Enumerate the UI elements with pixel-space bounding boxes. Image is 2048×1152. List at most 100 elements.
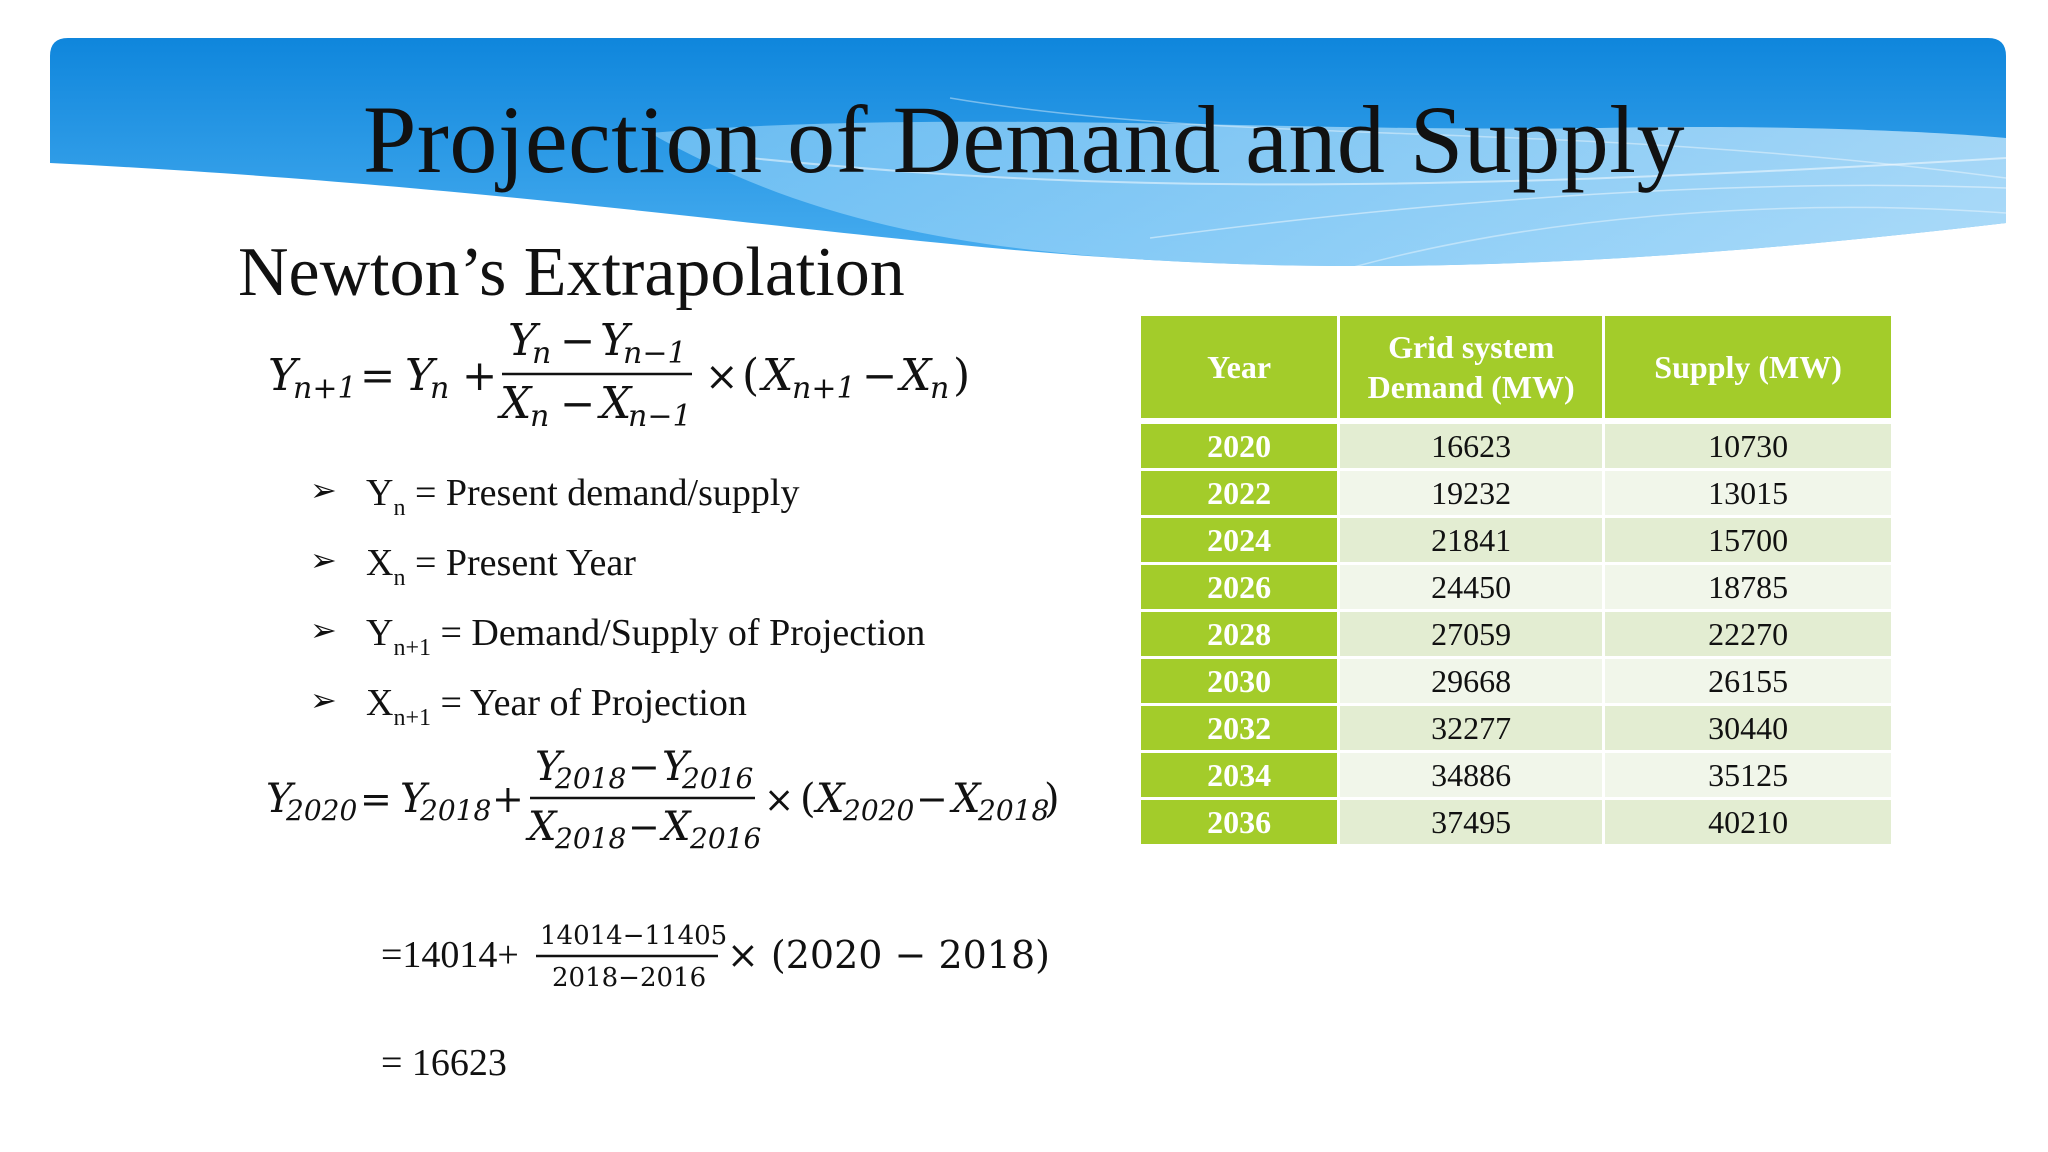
year-cell: 2034	[1137, 750, 1341, 800]
year-cell: 2020	[1137, 419, 1341, 471]
svg-text:−: −	[916, 777, 948, 821]
table-row: 2026 24450 18785	[1137, 562, 1894, 612]
svg-text:X: X	[897, 350, 933, 401]
supply-cell: 15700	[1602, 515, 1894, 565]
svg-text:(: (	[742, 350, 759, 401]
supply-cell: 13015	[1602, 468, 1894, 518]
arrow-bullet-icon: ➢	[310, 681, 337, 719]
slide-subtitle: Newton’s Extrapolation	[238, 234, 905, 311]
svg-text:n+1: n+1	[792, 371, 856, 406]
svg-text:2018: 2018	[554, 822, 626, 855]
svg-text:2018: 2018	[419, 794, 491, 827]
svg-text:n: n	[530, 399, 549, 434]
demand-cell: 34886	[1337, 750, 1606, 800]
svg-text:n+1: n+1	[293, 371, 357, 406]
demand-cell: 16623	[1337, 419, 1606, 471]
demand-cell: 19232	[1337, 468, 1606, 518]
header-supply: Supply (MW)	[1602, 313, 1894, 424]
svg-text:=: =	[360, 351, 395, 400]
calc-prefix: =14014+	[381, 934, 519, 976]
svg-text:): )	[953, 350, 970, 401]
svg-text:2016: 2016	[681, 762, 753, 795]
svg-text:2016: 2016	[689, 822, 761, 855]
svg-text:n: n	[930, 371, 949, 406]
svg-text:Y: Y	[535, 744, 565, 790]
svg-text:×: ×	[705, 354, 739, 400]
general-formula: Y n+1 = Y n + Y n − Y n−1 X n − X n−1 × …	[268, 315, 970, 434]
svg-text:Y: Y	[400, 776, 430, 822]
table-row: 2022 19232 13015	[1137, 468, 1894, 518]
projection-table: Year Grid system Demand (MW) Supply (MW)…	[1137, 313, 1894, 847]
svg-text:n: n	[532, 336, 551, 371]
table-row: 2030 29668 26155	[1137, 656, 1894, 706]
svg-text:X: X	[497, 378, 533, 429]
svg-text:14014−11405: 14014−11405	[540, 921, 727, 951]
svg-text:2018: 2018	[554, 762, 626, 795]
calc-suffix: × (2020 − 2018)	[727, 933, 1050, 977]
year-cell: 2032	[1137, 703, 1341, 753]
supply-cell: 18785	[1602, 562, 1894, 612]
svg-text:Y: Y	[662, 744, 692, 790]
year-cell: 2028	[1137, 609, 1341, 659]
svg-text:=: =	[360, 777, 392, 821]
demand-cell: 37495	[1337, 797, 1606, 847]
slide-title: Projection of Demand and Supply	[363, 86, 1685, 193]
svg-text:Y: Y	[600, 315, 633, 366]
demand-cell: 21841	[1337, 515, 1606, 565]
svg-text:X: X	[813, 776, 846, 822]
header-demand: Grid system Demand (MW)	[1337, 313, 1606, 424]
svg-text:+: +	[462, 351, 497, 400]
svg-text:n: n	[430, 371, 449, 406]
svg-text:−: −	[628, 745, 660, 789]
supply-cell: 30440	[1602, 703, 1894, 753]
demand-cell: 32277	[1337, 703, 1606, 753]
supply-cell: 22270	[1602, 609, 1894, 659]
year-cell: 2024	[1137, 515, 1341, 565]
svg-text:2020: 2020	[842, 794, 914, 827]
y2020-formula: Y 2020 = Y 2018 + Y 2018 − Y 2016 X 2018…	[266, 744, 1060, 855]
svg-text:X: X	[659, 804, 692, 850]
demand-cell: 29668	[1337, 656, 1606, 706]
svg-text:−: −	[862, 351, 897, 400]
table-row: 2024 21841 15700	[1137, 515, 1894, 565]
svg-text:X: X	[525, 804, 558, 850]
table-row: 2034 34886 35125	[1137, 750, 1894, 800]
svg-text:): )	[1044, 776, 1060, 822]
svg-text:Y: Y	[405, 350, 438, 401]
svg-text:X: X	[949, 776, 982, 822]
svg-text:2018−2016: 2018−2016	[552, 963, 706, 993]
svg-text:−: −	[560, 379, 595, 428]
svg-text:Y: Y	[508, 315, 541, 366]
table-row: 2032 32277 30440	[1137, 703, 1894, 753]
svg-text:n−1: n−1	[623, 336, 687, 371]
demand-cell: 27059	[1337, 609, 1606, 659]
table-row: 2028 27059 22270	[1137, 609, 1894, 659]
table-row: 2020 16623 10730	[1137, 419, 1894, 471]
svg-text:X: X	[759, 350, 795, 401]
supply-cell: 26155	[1602, 656, 1894, 706]
demand-cell: 24450	[1337, 562, 1606, 612]
svg-text:2018: 2018	[977, 794, 1049, 827]
header-year: Year	[1137, 313, 1341, 424]
arrow-bullet-icon: ➢	[310, 541, 337, 579]
svg-text:+: +	[492, 777, 524, 821]
table-row: 2036 37495 40210	[1137, 797, 1894, 847]
supply-cell: 10730	[1602, 419, 1894, 471]
year-cell: 2026	[1137, 562, 1341, 612]
svg-text:2020: 2020	[285, 794, 357, 827]
svg-text:−: −	[628, 805, 660, 849]
supply-cell: 35125	[1602, 750, 1894, 800]
calc-result: = 16623	[381, 1042, 507, 1084]
svg-text:−: −	[560, 316, 595, 365]
calculation-fraction: 14014−11405 2018−2016	[536, 921, 727, 993]
arrow-bullet-icon: ➢	[310, 471, 337, 509]
year-cell: 2030	[1137, 656, 1341, 706]
supply-cell: 40210	[1602, 797, 1894, 847]
header-wave-banner	[50, 38, 2006, 268]
svg-text:Y: Y	[268, 350, 301, 401]
svg-text:Y: Y	[266, 776, 296, 822]
svg-text:n−1: n−1	[628, 399, 692, 434]
year-cell: 2022	[1137, 468, 1341, 518]
svg-text:×: ×	[764, 780, 794, 821]
